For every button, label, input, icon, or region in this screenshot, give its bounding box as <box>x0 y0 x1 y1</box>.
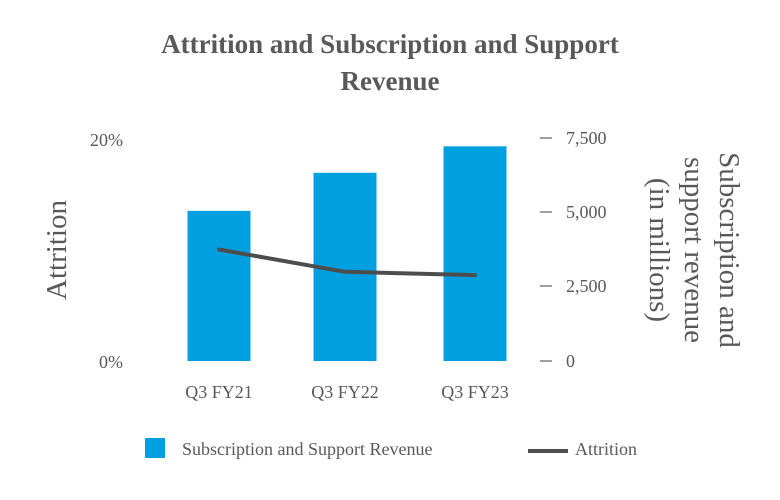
legend-label-bar: Subscription and Support Revenue <box>182 439 432 459</box>
bar-q3-fy23 <box>443 146 507 361</box>
attrition-line <box>217 247 477 278</box>
y-left-tick-label: 0% <box>99 352 123 372</box>
legend-label-line: Attrition <box>575 439 637 459</box>
legend: Subscription and Support Revenue Attriti… <box>145 438 637 459</box>
legend-swatch-bar <box>145 438 165 458</box>
x-tick-label: Q3 FY23 <box>441 382 509 402</box>
y-right-axis-title: Subscription and support revenue (in mil… <box>643 152 745 348</box>
x-tick-label: Q3 FY21 <box>185 382 253 402</box>
y-right-axis-title-line-1: Subscription and <box>713 152 745 348</box>
y-right-tick-label: 7,500 <box>566 128 607 148</box>
y-left-axis-title: Attrition <box>41 200 73 300</box>
y-right-tick-label: 2,500 <box>566 276 607 296</box>
y-right-tick-label: 0 <box>566 351 575 371</box>
chart-title-line-2: Revenue <box>341 66 440 96</box>
y-right-tick-label: 5,000 <box>566 202 607 222</box>
y-right-tick-marks <box>540 137 552 362</box>
y-left-tick-label: 20% <box>90 130 123 150</box>
bar-series <box>187 146 507 361</box>
bar-q3-fy21 <box>187 210 251 361</box>
y-right-axis-title-line-2: support revenue <box>678 157 710 343</box>
x-tick-label: Q3 FY22 <box>311 382 379 402</box>
y-right-axis-title-line-3: (in millions) <box>643 178 675 322</box>
chart-title-line-1: Attrition and Subscription and Support <box>161 29 619 59</box>
